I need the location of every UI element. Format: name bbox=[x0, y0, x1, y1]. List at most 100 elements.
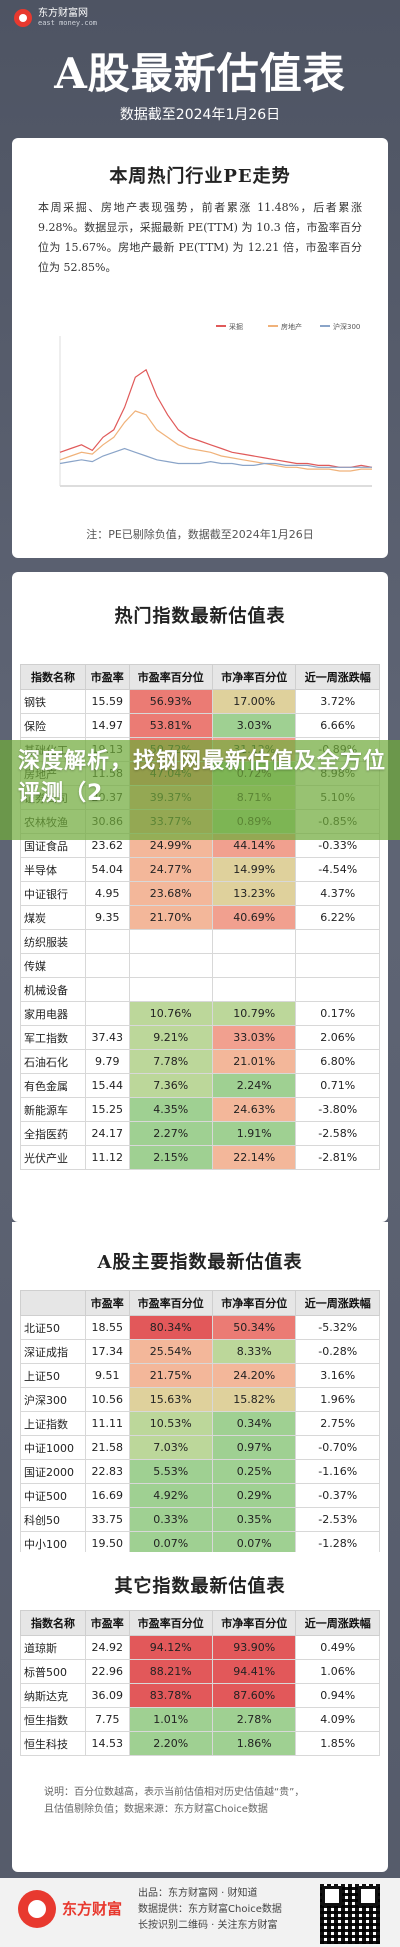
footer-note: 说明：百分位数越高，表示当前估值相对历史估值越“贵”， 且估值剔除负值；数据来源… bbox=[44, 1784, 360, 1818]
table-cell: 10.56 bbox=[85, 1387, 130, 1412]
table-cell: -5.32% bbox=[295, 1315, 380, 1340]
table-cell: 中证银行 bbox=[20, 881, 86, 906]
table-cell: 2.06% bbox=[295, 1025, 380, 1050]
table-row: 中证500 16.69 4.92% 0.29% -0.37% bbox=[20, 1483, 380, 1508]
table-header-row: 市盈率 市盈率百分位 市净率百分位 近一周涨跌幅 bbox=[20, 1290, 380, 1316]
table-cell: 恒生科技 bbox=[20, 1731, 86, 1756]
table-cell: 沪深300 bbox=[20, 1387, 86, 1412]
table-cell: 0.33% bbox=[128, 1507, 214, 1532]
table-cell: 54.04 bbox=[85, 857, 130, 882]
table-cell: 2.24% bbox=[212, 1073, 297, 1098]
footer-credits: 出品：东方财富网 · 财知道 数据提供：东方财富Choice数据 长按识别二维码… bbox=[138, 1886, 282, 1934]
table-cell: 家用电器 bbox=[20, 1001, 86, 1026]
pe-section-title: 本周热门行业PE走势 bbox=[109, 166, 291, 187]
table-cell: 18.55 bbox=[85, 1315, 130, 1340]
table-header-cell: 市净率百分位 bbox=[212, 1610, 297, 1636]
legend-label: 沪深300 bbox=[333, 322, 360, 331]
table-cell: 3.16% bbox=[295, 1363, 380, 1388]
footer-credit-line: 数据提供：东方财富Choice数据 bbox=[138, 1904, 282, 1915]
table-row: 中小100 19.50 0.07% 0.07% -1.28% bbox=[20, 1531, 380, 1556]
table-cell: 33.03% bbox=[212, 1025, 297, 1050]
table-cell: 21.58 bbox=[85, 1435, 130, 1460]
table-cell: 33.75 bbox=[85, 1507, 130, 1532]
table-cell: 7.03% bbox=[128, 1435, 214, 1460]
table-row: 标普500 22.96 88.21% 94.41% 1.06% bbox=[20, 1659, 380, 1684]
table-row: 上证50 9.51 21.75% 24.20% 3.16% bbox=[20, 1363, 380, 1388]
table-cell: 全指医药 bbox=[20, 1121, 86, 1146]
table-cell: 纳斯达克 bbox=[20, 1683, 86, 1708]
table-cell: 5.53% bbox=[128, 1459, 214, 1484]
header-logo: 东方财富网 east money.com bbox=[14, 8, 97, 27]
table-cell: 23.68% bbox=[128, 881, 214, 906]
table-cell: 10.76% bbox=[128, 1001, 214, 1026]
table-header-cell: 指数名称 bbox=[20, 1610, 86, 1636]
table-cell: 0.49% bbox=[295, 1635, 380, 1660]
table-cell: 16.69 bbox=[85, 1483, 130, 1508]
table-cell: 88.21% bbox=[128, 1659, 214, 1684]
table-header-cell: 市盈率 bbox=[85, 664, 130, 690]
table-cell bbox=[295, 977, 380, 1002]
table-cell: 53.81% bbox=[128, 713, 214, 738]
table-cell: 1.86% bbox=[212, 1731, 297, 1756]
table-cell: -2.81% bbox=[295, 1145, 380, 1170]
table-cell: 24.20% bbox=[212, 1363, 297, 1388]
table-cell: 24.92 bbox=[85, 1635, 130, 1660]
table-cell: -1.16% bbox=[295, 1459, 380, 1484]
table-cell: 2.27% bbox=[128, 1121, 214, 1146]
table-cell bbox=[295, 953, 380, 978]
table-cell: 煤炭 bbox=[20, 905, 86, 930]
table-cell: 0.25% bbox=[212, 1459, 297, 1484]
east-money-logo-icon bbox=[18, 1890, 56, 1928]
table-cell: 0.07% bbox=[212, 1531, 297, 1556]
table-cell bbox=[295, 929, 380, 954]
table-cell: 中小100 bbox=[20, 1531, 86, 1556]
table-header-cell: 近一周涨跌幅 bbox=[295, 664, 380, 690]
table-row: 钢铁 15.59 56.93% 17.00% 3.72% bbox=[20, 689, 380, 714]
table-row: 家用电器 10.76% 10.79% 0.17% bbox=[20, 1001, 380, 1026]
article-banner[interactable] bbox=[0, 740, 400, 840]
table-cell bbox=[128, 953, 214, 978]
table-header-cell: 市盈率 bbox=[85, 1290, 130, 1316]
table-cell: 上证50 bbox=[20, 1363, 86, 1388]
table-cell: 国证2000 bbox=[20, 1459, 86, 1484]
table-cell: 11.12 bbox=[85, 1145, 130, 1170]
table-cell: 中证500 bbox=[20, 1483, 86, 1508]
table-cell bbox=[128, 929, 214, 954]
table-cell: 保险 bbox=[20, 713, 86, 738]
table-cell: 6.80% bbox=[295, 1049, 380, 1074]
page-title: A股最新估值表 bbox=[54, 49, 346, 98]
table-cell: 6.66% bbox=[295, 713, 380, 738]
table-cell: 4.37% bbox=[295, 881, 380, 906]
table-row: 沪深300 10.56 15.63% 15.82% 1.96% bbox=[20, 1387, 380, 1412]
pe-note: 注：PE已剔除负值，数据截至2024年1月26日 bbox=[86, 528, 314, 541]
table-cell: 北证50 bbox=[20, 1315, 86, 1340]
table-cell: 0.29% bbox=[212, 1483, 297, 1508]
table-cell: 1.96% bbox=[295, 1387, 380, 1412]
table-cell: 7.78% bbox=[128, 1049, 214, 1074]
table-cell: 4.09% bbox=[295, 1707, 380, 1732]
table-cell: 10.79% bbox=[212, 1001, 297, 1026]
table-cell: 2.15% bbox=[128, 1145, 214, 1170]
table-cell: 有色金属 bbox=[20, 1073, 86, 1098]
table-cell bbox=[212, 953, 297, 978]
table-cell bbox=[85, 977, 130, 1002]
main-index-table: 市盈率 市盈率百分位 市净率百分位 近一周涨跌幅 北证50 18.55 80.34% 50.… bbox=[20, 1290, 380, 1580]
legend-label: 采掘 bbox=[229, 322, 243, 331]
table-cell: 4.35% bbox=[128, 1097, 214, 1122]
data-date: 数据截至2024年1月26日 bbox=[119, 107, 281, 123]
table-cell: 14.97 bbox=[85, 713, 130, 738]
qr-code-icon[interactable] bbox=[320, 1884, 380, 1944]
table-cell: 8.33% bbox=[212, 1339, 297, 1364]
table-cell: 传媒 bbox=[20, 953, 86, 978]
table-cell: 17.34 bbox=[85, 1339, 130, 1364]
table-row: 科创50 33.75 0.33% 0.35% -2.53% bbox=[20, 1507, 380, 1532]
table-cell: 0.34% bbox=[212, 1411, 297, 1436]
table-cell: 9.35 bbox=[85, 905, 130, 930]
article-banner-title[interactable]: 深度解析，找钢网最新估值及全方位评测（2 bbox=[18, 749, 387, 806]
series-line bbox=[59, 368, 373, 468]
footer-credit-line: 出品：东方财富网 · 财知道 bbox=[138, 1888, 258, 1899]
table-row: 北证50 18.55 80.34% 50.34% -5.32% bbox=[20, 1315, 380, 1340]
table-cell: 9.79 bbox=[85, 1049, 130, 1074]
hot-index-title: 热门指数最新估值表 bbox=[114, 606, 286, 627]
table-row: 新能源车 15.25 4.35% 24.63% -3.80% bbox=[20, 1097, 380, 1122]
